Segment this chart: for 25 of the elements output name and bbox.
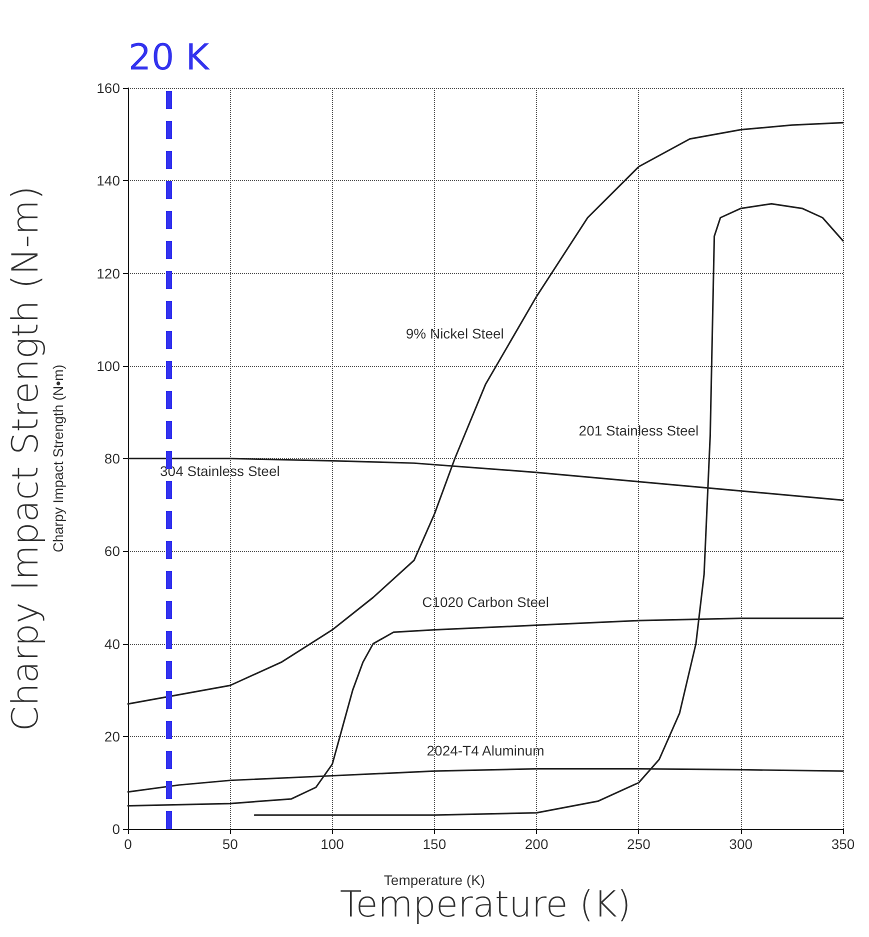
x-tick-label: 250	[627, 836, 651, 852]
y-tick-label: 40	[104, 636, 120, 652]
x-tick-label: 300	[729, 836, 753, 852]
x-tick-label: 200	[524, 836, 548, 852]
ref-line-label: 20 K	[128, 38, 211, 78]
series-label: 9% Nickel Steel	[406, 325, 504, 342]
y-tick-label: 140	[96, 172, 120, 189]
y-tick-label: 20	[104, 728, 120, 744]
y-tick-label: 0	[112, 821, 120, 837]
text: Charpy Impact Strength (N•m)	[50, 364, 66, 552]
y-tick-label: 80	[104, 450, 120, 466]
text: Temperature (K)	[384, 872, 486, 888]
series-label: 201 Stainless Steel	[578, 422, 699, 439]
x-tick-label: 100	[320, 836, 344, 852]
x-tick-label: 350	[831, 836, 855, 852]
series-label: 2024-T4 Aluminum	[426, 742, 544, 758]
x-tick-label: 0	[124, 836, 132, 852]
y-axis-title: Charpy Impact Strength (N-m)	[6, 186, 46, 732]
x-tick-label: 50	[222, 836, 238, 852]
y-tick-label: 120	[96, 265, 120, 282]
x-tick-label: 150	[422, 836, 446, 852]
y-tick-label: 60	[104, 543, 120, 560]
y-tick-label: 100	[96, 358, 120, 374]
y-tick-label: 160	[96, 80, 120, 96]
series-label: C1020 Carbon Steel	[422, 594, 549, 610]
